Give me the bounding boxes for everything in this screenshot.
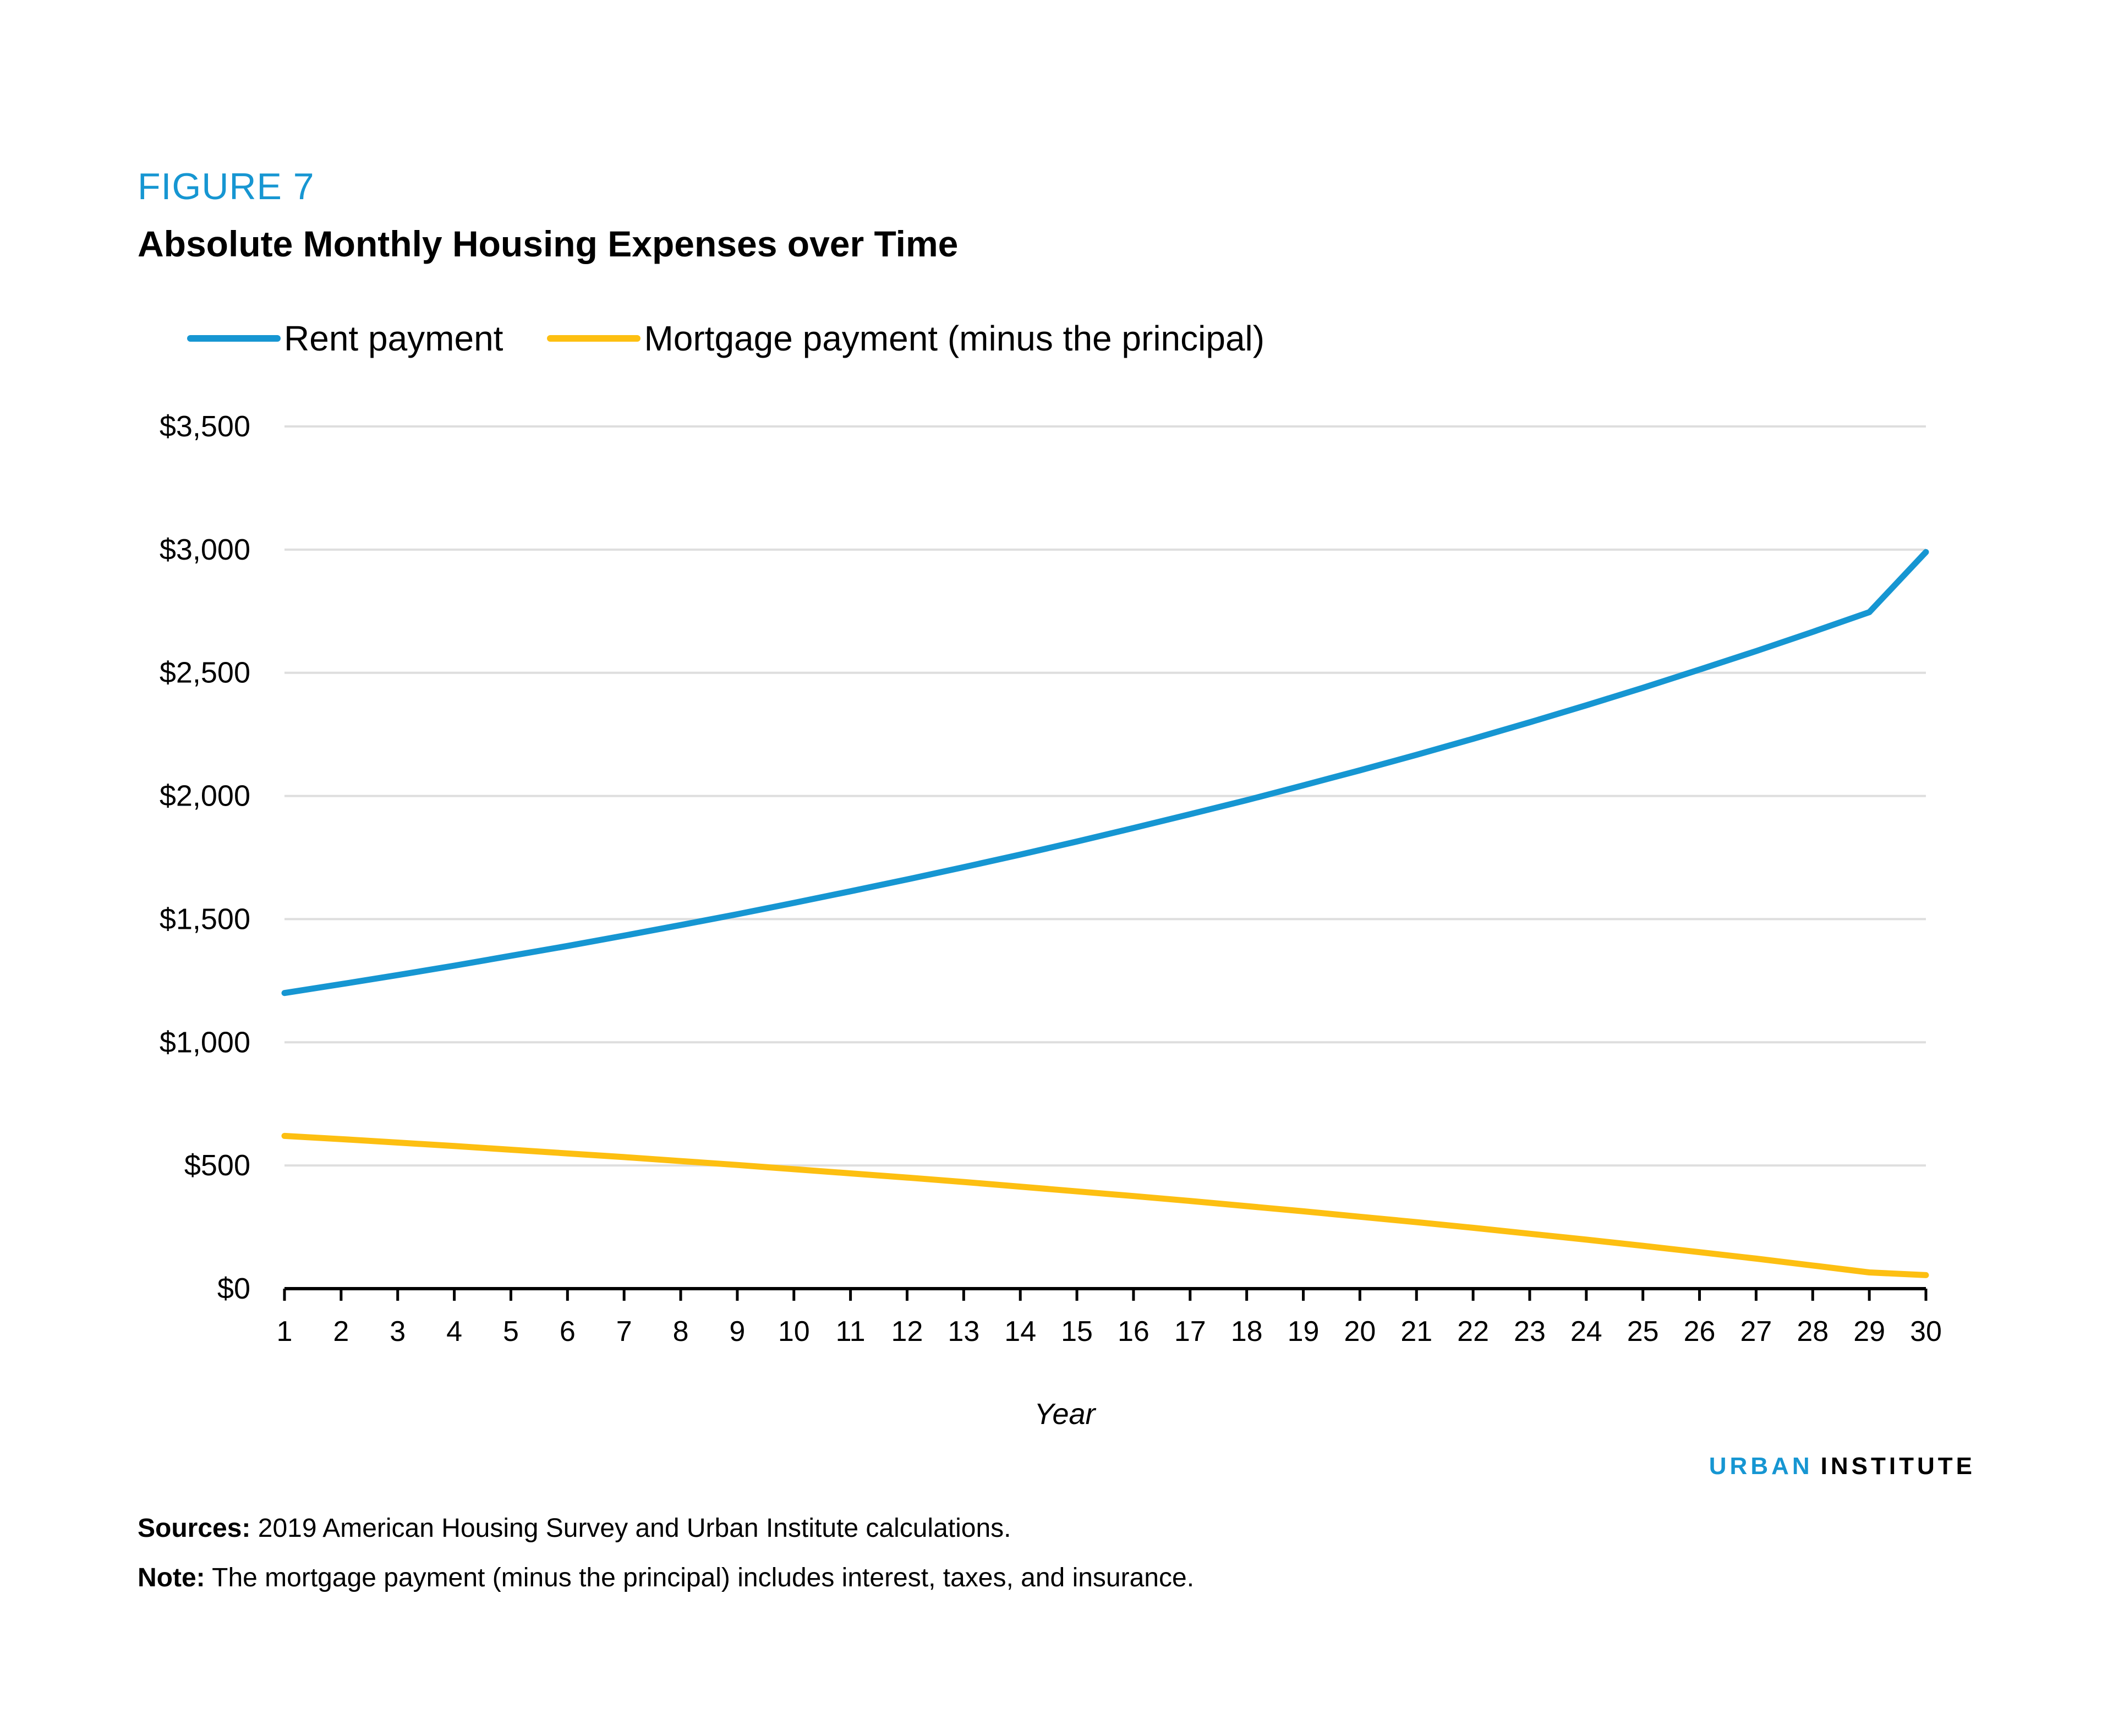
x-tick-label: 21	[1400, 1316, 1432, 1348]
legend-swatch-mortgage	[547, 335, 641, 342]
brand-part1: URBAN	[1709, 1453, 1813, 1480]
x-tick-label: 9	[729, 1316, 745, 1348]
y-tick-label: $500	[184, 1149, 250, 1182]
legend-item-rent: Rent payment	[187, 318, 503, 359]
y-tick-label: $2,500	[160, 656, 250, 689]
x-tick-label: 6	[560, 1316, 576, 1348]
urban-institute-logo: URBAN INSTITUTE	[1709, 1453, 1975, 1480]
x-tick-label: 23	[1514, 1316, 1546, 1348]
x-tick-label: 17	[1174, 1316, 1206, 1348]
y-tick-label: $3,000	[160, 533, 250, 566]
y-tick-label: $1,000	[160, 1026, 250, 1059]
x-tick-label: 2	[333, 1316, 349, 1348]
sources-label: Sources:	[138, 1514, 251, 1543]
y-tick-label: $0	[217, 1272, 250, 1305]
y-tick-label: $3,500	[160, 410, 250, 443]
legend-swatch-rent	[187, 335, 281, 342]
y-tick-label: $2,000	[160, 780, 250, 813]
x-tick-label: 3	[390, 1316, 406, 1348]
x-axis: 1 2 3 4 5 6 7 8 9 10 11 12 13 14 15 16 17 18 19 20 21 22 23 24 2…	[277, 1287, 1942, 1348]
x-tick-label: 25	[1627, 1316, 1659, 1348]
footnote: Note: The mortgage payment (minus the pr…	[138, 1563, 1194, 1593]
x-tick-label: 15	[1061, 1316, 1093, 1348]
series-line-mortgage	[281, 1132, 1929, 1278]
series-lines	[281, 549, 1929, 1278]
x-tick-label: 19	[1288, 1316, 1320, 1348]
sources-text: 2019 American Housing Survey and Urban I…	[250, 1514, 1011, 1543]
x-tick-label: 16	[1118, 1316, 1149, 1348]
x-tick-label: 7	[616, 1316, 632, 1348]
legend-label-rent: Rent payment	[284, 319, 503, 358]
series-line-rent	[281, 549, 1929, 996]
x-tick-label: 10	[778, 1316, 810, 1348]
x-tick-label: 11	[836, 1316, 866, 1348]
chart-legend: Rent payment Mortgage payment (minus the…	[187, 314, 1309, 363]
brand-part2: INSTITUTE	[1820, 1453, 1975, 1480]
y-tick-label: $1,500	[160, 902, 250, 935]
x-tick-label: 13	[948, 1316, 979, 1348]
x-tick-label: 22	[1457, 1316, 1489, 1348]
x-axis-title: Year	[1034, 1398, 1096, 1431]
note-text: The mortgage payment (minus the principa…	[205, 1563, 1195, 1592]
x-tick-label: 18	[1231, 1316, 1263, 1348]
note-label: Note:	[138, 1563, 205, 1592]
x-tick-label: 26	[1684, 1316, 1716, 1348]
x-tick-label: 12	[891, 1316, 923, 1348]
x-tick-label: 8	[673, 1316, 689, 1348]
legend-label-mortgage: Mortgage payment (minus the principal)	[644, 319, 1265, 358]
x-tick-label: 20	[1344, 1316, 1376, 1348]
x-tick-label: 1	[277, 1316, 293, 1348]
figure-label: FIGURE 7	[138, 166, 315, 207]
x-tick-label: 14	[1004, 1316, 1036, 1348]
x-tick-label: 24	[1570, 1316, 1602, 1348]
chart-title: Absolute Monthly Housing Expenses over T…	[138, 223, 959, 264]
sources-note: Sources: 2019 American Housing Survey an…	[138, 1513, 1011, 1543]
y-axis-ticks: $0 $500 $1,000 $1,500 $2,000 $2,500 $3,000 $3,5…	[160, 410, 250, 1305]
x-tick-label: 4	[446, 1316, 462, 1348]
x-tick-label: 27	[1740, 1316, 1772, 1348]
x-tick-label: 28	[1797, 1316, 1829, 1348]
gridlines	[284, 425, 1926, 1167]
x-tick-label: 29	[1853, 1316, 1885, 1348]
x-tick-label: 30	[1910, 1316, 1942, 1348]
x-tick-label: 5	[503, 1316, 519, 1348]
legend-item-mortgage: Mortgage payment (minus the principal)	[547, 318, 1264, 359]
